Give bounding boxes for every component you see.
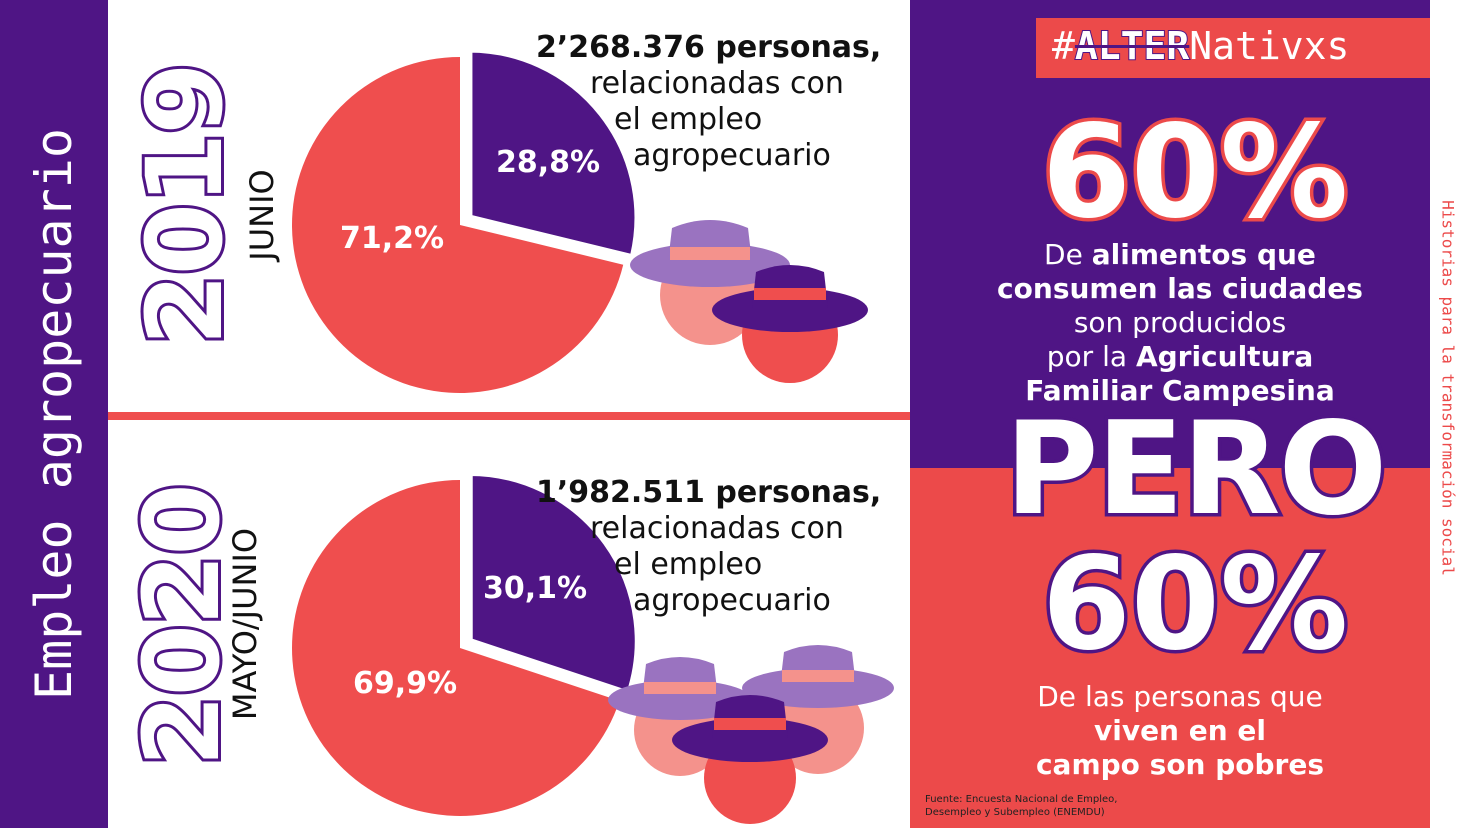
statement-bold: alimentos que [1091, 238, 1316, 271]
statement-line: son producidos [1073, 306, 1287, 339]
statement-line: por la Agricultura [935, 340, 1425, 374]
statement-line: De alimentos que [935, 238, 1425, 272]
hat-band [714, 718, 786, 730]
right-panel [910, 0, 1430, 828]
brand-alter: ALTER [1074, 23, 1190, 69]
hat-crown [712, 695, 788, 738]
big-percent-bottom: 60% [1038, 530, 1351, 679]
farmer-illustration-2019 [630, 220, 868, 383]
statement-food: De alimentos que consumen las ciudades s… [935, 238, 1425, 408]
pie-slice-label: 30,1% [483, 571, 587, 606]
brand-hash: # [1052, 24, 1075, 68]
headline-lead: 2’268.376 personas, [536, 30, 882, 65]
pie-slice-label: 28,8% [496, 145, 600, 180]
statement-bold: Agricultura [1135, 340, 1314, 373]
hat-band [782, 670, 854, 682]
left-title-bar [0, 0, 108, 828]
headline-2020: 1’982.511 personas, relacionadas con el … [536, 475, 896, 619]
big-percent-top: 60% [1038, 98, 1351, 247]
pie-slice-other [292, 57, 624, 393]
hat-brim [672, 718, 828, 762]
pie-chart-2020: 30,1% 69,9% [292, 469, 641, 817]
brand-banner [1036, 18, 1430, 78]
headline-line: relacionadas con [590, 511, 844, 546]
statement-text: por la [1046, 340, 1136, 373]
statement-line: campo son pobres [935, 748, 1425, 782]
pero-word: PERO [1001, 395, 1391, 544]
headline-2019: 2’268.376 personas, relacionadas con el … [536, 30, 896, 174]
headline-line: relacionadas con [590, 66, 844, 101]
headline-line: el empleo [614, 547, 763, 582]
source-note: Fuente: Encuesta Nacional de Empleo, Des… [925, 793, 1117, 819]
pie-slice-label: 71,2% [340, 221, 444, 256]
statement-line: Familiar Campesina [935, 374, 1425, 408]
hat-crown [752, 265, 828, 308]
headline-line: agropecuario [633, 583, 831, 618]
hat-brim [742, 668, 894, 708]
statement-bold: Familiar Campesina [1025, 374, 1335, 407]
headline-line: agropecuario [633, 138, 831, 173]
pie-slice-other [292, 480, 620, 817]
statement-line: De las personas que [1037, 680, 1323, 713]
statement-poverty: De las personas que viven en el campo so… [935, 680, 1425, 782]
source-line: Fuente: Encuesta Nacional de Empleo, [925, 794, 1118, 805]
right-panel-bottom [910, 468, 1430, 828]
headline-line: el empleo [614, 102, 763, 137]
farmer-figure-front [712, 265, 868, 383]
hat-band [644, 682, 716, 694]
farmer-figure-center [672, 695, 828, 824]
statement-bold: viven en el [1093, 714, 1267, 747]
hat-band [754, 288, 826, 300]
pie-chart-2019: 28,8% 71,2% [292, 46, 641, 393]
farmer-illustration-2020 [608, 645, 894, 824]
side-tagline: Historias para la transformación social [1438, 200, 1458, 576]
pie-slice-agro [466, 46, 641, 261]
pie-slice-agro [466, 469, 641, 698]
statement-line: consumen las ciudades [935, 272, 1425, 306]
statement-text: De [1044, 238, 1092, 271]
pie-charts-canvas: 28,8% 71,2% 30,1% 69,9% [292, 46, 894, 824]
right-edge-strip [1430, 0, 1470, 828]
source-line: Desempleo y Subempleo (ENEMDU) [925, 807, 1105, 818]
hat-band [670, 247, 750, 260]
section-divider [108, 412, 910, 420]
statement-line: viven en el [935, 714, 1425, 748]
statement-bold: campo son pobres [1035, 748, 1325, 781]
right-panel-top [910, 0, 1430, 468]
brand-logo: #ALTERNativxs [1052, 23, 1350, 69]
headline-lead: 1’982.511 personas, [536, 475, 882, 510]
hat-brim [712, 288, 868, 332]
farmer-figure-right [742, 645, 894, 774]
pie-slice-label: 69,9% [353, 666, 457, 701]
statement-bold: consumen las ciudades [997, 272, 1363, 305]
brand-rest: Nativxs [1189, 24, 1350, 68]
